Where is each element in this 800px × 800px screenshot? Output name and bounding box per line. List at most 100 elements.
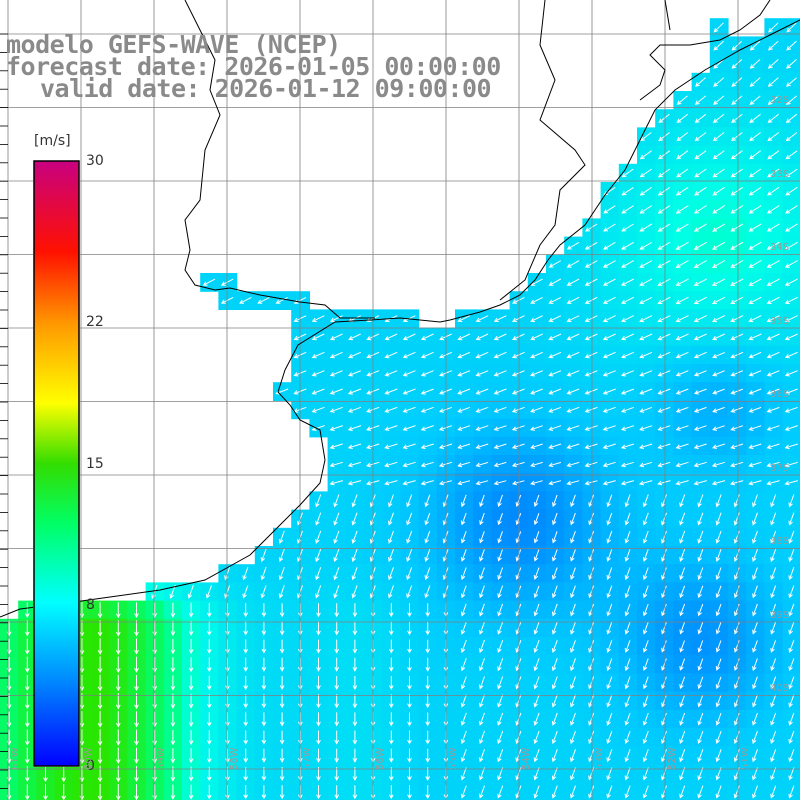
wind-arrow (752, 785, 758, 799)
wind-arrow (548, 351, 562, 359)
wind-arrow (602, 406, 616, 413)
wind-arrow (315, 530, 322, 544)
wind-arrow (784, 388, 798, 395)
wind-arrow (715, 549, 722, 562)
wind-arrow (551, 730, 558, 745)
wind-arrow (640, 132, 652, 142)
wind-arrow (388, 567, 394, 581)
wind-arrow (425, 657, 431, 672)
wind-arrow (661, 749, 667, 763)
wind-arrow (479, 749, 485, 763)
wind-arrow (388, 730, 394, 745)
wind-arrow (675, 241, 689, 250)
wind-arrow (584, 315, 598, 322)
wind-arrow (533, 785, 540, 799)
wind-arrow (697, 749, 704, 763)
wind-arrow (770, 640, 777, 653)
wind-arrow (188, 711, 194, 727)
wind-arrow (788, 494, 795, 508)
wind-arrow (679, 694, 686, 708)
wind-arrow (661, 549, 667, 562)
valid-date: valid date: 2026-01-12 09:00:00 (40, 74, 492, 103)
wind-arrow (624, 694, 631, 708)
wind-arrow (311, 333, 325, 341)
wind-arrow (711, 443, 725, 449)
wind-arrow (384, 388, 398, 395)
wind-arrow (642, 585, 649, 599)
wind-arrow (566, 315, 580, 322)
wind-arrow (424, 530, 431, 544)
wind-arrow (624, 549, 631, 562)
wind-arrow (479, 785, 485, 799)
wind-arrow (770, 730, 777, 745)
wind-arrow (621, 296, 635, 304)
wind-arrow (584, 406, 598, 413)
wind-arrow (242, 567, 249, 581)
wind-arrow (225, 694, 230, 709)
wind-arrow (639, 241, 653, 250)
wind-arrow (711, 480, 726, 486)
wind-arrow (657, 186, 671, 196)
wind-arrow (115, 784, 121, 800)
wind-arrow (61, 784, 67, 800)
wind-arrow (620, 406, 635, 413)
wind-arrow (730, 406, 744, 413)
wind-arrow (530, 370, 543, 377)
wind-arrow (752, 622, 758, 635)
wind-arrow (661, 694, 667, 708)
wind-arrow (329, 388, 343, 395)
wind-arrow (584, 480, 598, 486)
wind-arrow (533, 676, 540, 690)
wind-arrow (588, 567, 595, 581)
wind-arrow (752, 640, 758, 653)
wind-arrow (748, 388, 762, 395)
wind-arrow (661, 731, 667, 744)
wind-arrow (606, 676, 613, 690)
lat-label: 38S (770, 536, 790, 547)
wind-arrow (425, 639, 431, 654)
wind-arrow (642, 730, 649, 745)
wind-arrow (24, 766, 30, 783)
wind-arrow (675, 205, 689, 214)
wind-arrow (679, 494, 686, 508)
wind-arrow (770, 530, 777, 544)
wind-arrow (697, 494, 704, 508)
wind-arrow (788, 785, 795, 799)
wind-arrow (697, 731, 704, 744)
lat-label: 36S (770, 389, 790, 400)
wind-arrow (603, 223, 616, 232)
wind-arrow (733, 785, 740, 799)
wind-arrow (570, 621, 576, 635)
wind-arrow (621, 241, 634, 250)
wind-arrow (788, 567, 795, 581)
wind-arrow (657, 388, 671, 395)
wind-arrow (784, 241, 798, 250)
wind-arrow (329, 351, 343, 359)
wind-arrow (351, 567, 358, 581)
wind-arrow (278, 585, 285, 599)
wind-arrow (388, 494, 394, 508)
wind-arrow (279, 621, 285, 636)
wind-arrow (624, 621, 631, 635)
wind-arrow (407, 694, 412, 709)
wind-arrow (460, 512, 467, 526)
wind-arrow (475, 406, 489, 413)
wind-arrow (352, 603, 358, 618)
wind-arrow (279, 603, 285, 618)
wind-arrow (784, 315, 798, 323)
wind-arrow (606, 567, 613, 581)
wind-arrow (424, 512, 431, 526)
wind-arrow (588, 494, 595, 508)
wind-arrow (115, 747, 121, 765)
wind-arrow (785, 150, 798, 160)
wind-arrow (661, 530, 667, 544)
wind-arrow (552, 494, 558, 508)
wind-arrow (530, 333, 543, 341)
wind-arrow (261, 712, 267, 727)
colorbar-tick-8: 8 (86, 596, 95, 613)
wind-arrow (693, 388, 707, 395)
wind-arrow (712, 132, 725, 142)
wind-arrow (134, 675, 139, 692)
wind-arrow (749, 40, 761, 51)
wind-arrow (676, 150, 689, 160)
